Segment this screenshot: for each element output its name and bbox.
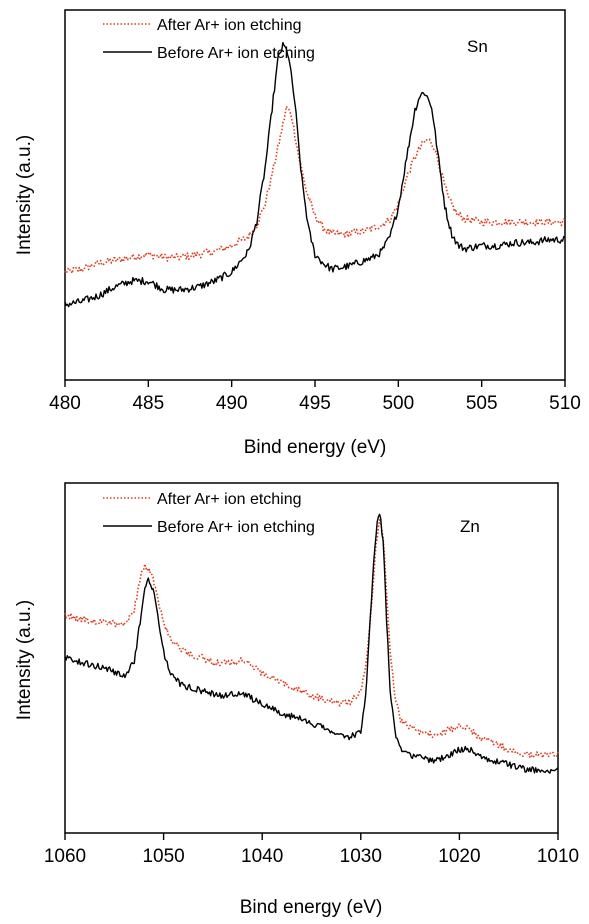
zn-legend: After Ar+ ion etching Before Ar+ ion etc… [103, 491, 315, 536]
sn-chart: 480 485 490 495 500 505 510 Bind energy (eV) I… [14, 9, 581, 458]
zn-xtick-label-1060: 1060 [44, 846, 86, 867]
sn-xtick-label-485: 485 [132, 393, 164, 414]
sn-xtick-label-500: 500 [382, 393, 414, 414]
sn-series-before-etching-line [64, 42, 566, 308]
sn-xtick-label-490: 490 [216, 393, 248, 414]
sn-xtick-label-480: 480 [49, 393, 81, 414]
zn-element-label: Zn [460, 517, 480, 536]
sn-legend: After Ar+ ion etching Before Ar+ ion etc… [103, 17, 315, 62]
zn-series-after-etching-line [64, 519, 559, 759]
zn-x-axis-title: Bind energy (eV) [240, 897, 383, 918]
sn-xtick-label-510: 510 [549, 393, 581, 414]
zn-plot-frame [64, 482, 559, 834]
sn-xtick-label-505: 505 [466, 393, 498, 414]
zn-xaxis-ticks: 1060 1050 1040 1030 1020 1010 [44, 833, 579, 867]
zn-chart: 1060 1050 1040 1030 1020 1010 Bind energy (eV… [14, 482, 579, 918]
sn-x-axis-title: Bind energy (eV) [244, 437, 387, 458]
sn-legend-label-after: After Ar+ ion etching [157, 17, 302, 34]
zn-series-layer [64, 513, 559, 774]
sn-plot-frame [64, 9, 566, 381]
sn-element-label: Sn [467, 37, 488, 56]
zn-xtick-label-1020: 1020 [438, 846, 480, 867]
sn-xtick-label-495: 495 [299, 393, 331, 414]
zn-legend-label-after: After Ar+ ion etching [157, 491, 302, 508]
zn-xtick-label-1040: 1040 [241, 846, 283, 867]
zn-xtick-label-1050: 1050 [142, 846, 184, 867]
sn-y-axis-title: Intensity (a.u.) [14, 135, 35, 255]
zn-xtick-label-1010: 1010 [537, 846, 579, 867]
zn-xtick-label-1030: 1030 [340, 846, 382, 867]
sn-series-layer [64, 42, 566, 308]
sn-legend-label-before: Before Ar+ ion etching [157, 45, 315, 62]
zn-y-axis-title: Intensity (a.u.) [14, 600, 35, 720]
sn-xaxis-ticks: 480 485 490 495 500 505 510 [49, 380, 581, 414]
zn-legend-label-before: Before Ar+ ion etching [157, 519, 315, 536]
zn-series-before-etching-line [64, 513, 559, 774]
